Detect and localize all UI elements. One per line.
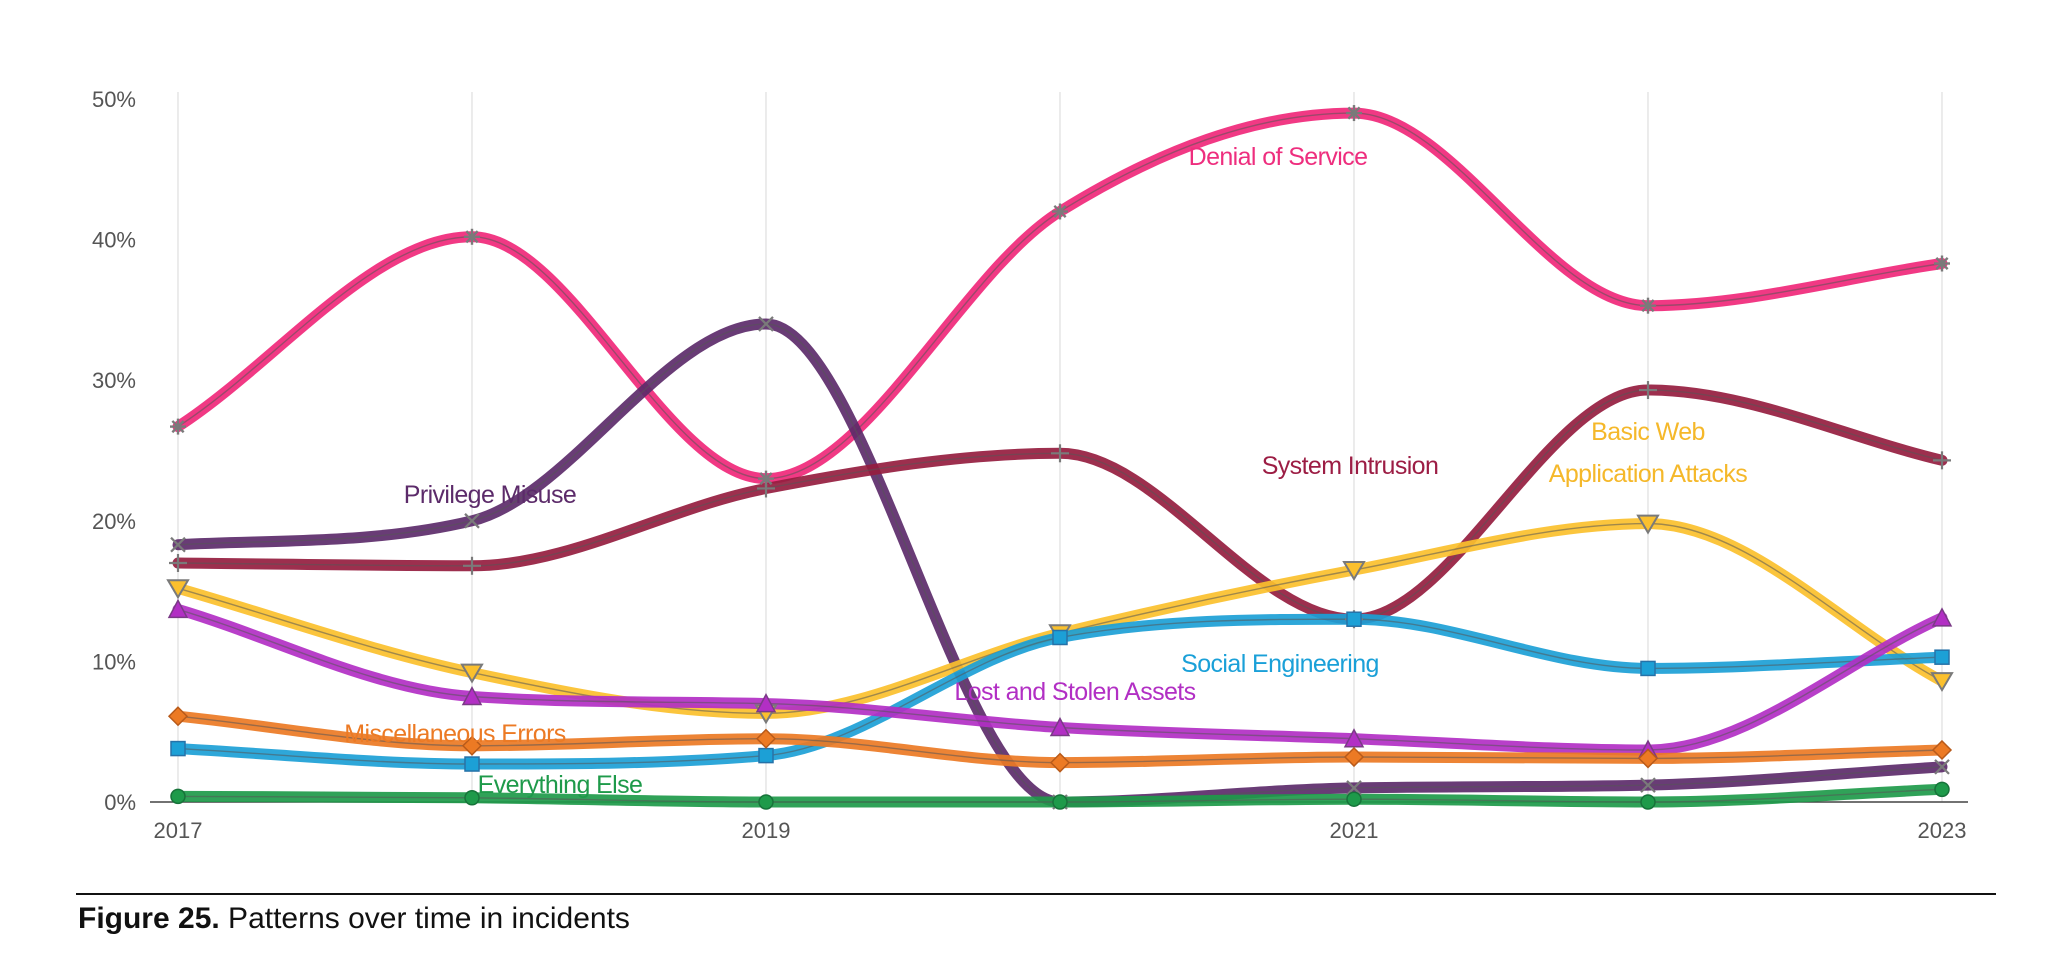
marker-social-engineering-2021	[1346, 611, 1362, 627]
series-label-basic-web-application-attacks-1: Basic Web	[1591, 418, 1705, 446]
series-label-denial-of-service: Denial of Service	[1189, 143, 1368, 171]
series-label-miscellaneous-errors: Miscellaneous Errors	[344, 720, 566, 748]
marker-miscellaneous-errors-2019	[755, 728, 777, 749]
marker-everything-else-2018	[464, 790, 480, 806]
series-label-system-intrusion: System Intrusion	[1262, 452, 1439, 480]
marker-system-intrusion-2017	[169, 553, 187, 572]
y-tick-30: 30%	[92, 368, 136, 393]
marker-miscellaneous-errors-2021	[1343, 746, 1365, 768]
marker-miscellaneous-errors-2020	[1049, 752, 1071, 773]
x-tick-2019: 2019	[742, 818, 791, 843]
marker-miscellaneous-errors-2018	[461, 735, 483, 756]
marker-everything-else-2020	[1052, 794, 1068, 810]
marker-basic-web-application-attacks-2022	[1636, 514, 1660, 535]
marker-social-engineering-2019	[758, 747, 774, 764]
marker-everything-else-2023	[1934, 781, 1950, 798]
marker-privilege-misuse-2018	[464, 513, 480, 529]
marker-lost-and-stolen-assets-2021	[1343, 728, 1365, 748]
marker-system-intrusion-2022	[1639, 381, 1657, 400]
marker-everything-else-2021	[1346, 791, 1362, 807]
marker-social-engineering-2020	[1052, 629, 1068, 646]
y-tick-50: 50%	[92, 87, 136, 112]
x-tick-2021: 2021	[1330, 818, 1379, 843]
marker-denial-of-service-2022	[1640, 297, 1656, 314]
series-label-privilege-misuse: Privilege Misuse	[404, 481, 576, 509]
marker-everything-else-2019	[758, 794, 774, 810]
marker-miscellaneous-errors-2017	[167, 706, 189, 727]
marker-everything-else-2017	[170, 788, 186, 805]
marker-everything-else-2022	[1640, 794, 1656, 810]
marker-miscellaneous-errors-2023	[1931, 739, 1953, 761]
marker-privilege-misuse-2017	[170, 536, 186, 553]
marker-privilege-misuse-2022	[1640, 777, 1656, 793]
marker-system-intrusion-2019	[757, 479, 775, 498]
series-markers	[166, 105, 1954, 810]
marker-privilege-misuse-2021	[1346, 780, 1362, 796]
marker-system-intrusion-2020	[1051, 444, 1069, 463]
series-label-social-engineering: Social Engineering	[1181, 650, 1379, 678]
marker-denial-of-service-2020	[1052, 203, 1068, 220]
series-labels: Denial of Service Privilege Misuse System …	[344, 143, 1748, 799]
marker-denial-of-service-2017	[170, 418, 186, 435]
y-tick-0: 0%	[104, 790, 136, 815]
marker-denial-of-service-2023	[1934, 255, 1950, 272]
y-tick-10: 10%	[92, 649, 136, 674]
y-tick-20: 20%	[92, 509, 136, 534]
figure-caption: Figure 25. Patterns over time in inciden…	[78, 902, 630, 936]
series-label-lost-and-stolen-assets: Lost and Stolen Assets	[954, 678, 1195, 706]
marker-lost-and-stolen-assets-2018	[461, 685, 483, 706]
series-label-basic-web-application-attacks-2: Application Attacks	[1549, 460, 1748, 488]
marker-social-engineering-2018	[464, 756, 480, 772]
marker-lost-and-stolen-assets-2019	[755, 692, 777, 713]
marker-basic-web-application-attacks-2021	[1342, 561, 1366, 581]
caption-rule	[76, 893, 1996, 895]
marker-denial-of-service-2021	[1346, 105, 1362, 122]
marker-system-intrusion-2023	[1933, 451, 1951, 470]
x-tick-2023: 2023	[1918, 818, 1967, 843]
marker-lost-and-stolen-assets-2020	[1049, 716, 1071, 737]
marker-basic-web-application-attacks-2023	[1930, 672, 1954, 693]
marker-system-intrusion-2018	[463, 556, 481, 575]
marker-social-engineering-2017	[170, 740, 186, 757]
marker-privilege-misuse-2023	[1934, 759, 1950, 775]
marker-social-engineering-2022	[1640, 660, 1656, 677]
marker-privilege-misuse-2019	[758, 316, 774, 332]
marker-basic-web-application-attacks-2018	[460, 663, 484, 684]
series-label-everything-else: Everything Else	[478, 771, 643, 799]
marker-denial-of-service-2018	[464, 228, 480, 245]
axis-ticks: 0% 10% 20% 30% 40% 50% 2017 2019 2021 2023	[92, 87, 1967, 843]
marker-basic-web-application-attacks-2017	[166, 579, 190, 600]
incident-patterns-chart: 0% 10% 20% 30% 40% 50% 2017 2019 2021 2023 Denial…	[92, 87, 1968, 843]
marker-social-engineering-2023	[1934, 649, 1950, 665]
caption-label: Figure 25.	[78, 902, 220, 935]
marker-miscellaneous-errors-2022	[1637, 748, 1659, 769]
caption-text: Patterns over time in incidents	[219, 902, 630, 935]
y-tick-40: 40%	[92, 228, 136, 253]
marker-lost-and-stolen-assets-2017	[167, 598, 189, 619]
marker-lost-and-stolen-assets-2023	[1931, 607, 1953, 627]
x-tick-2017: 2017	[154, 818, 203, 843]
